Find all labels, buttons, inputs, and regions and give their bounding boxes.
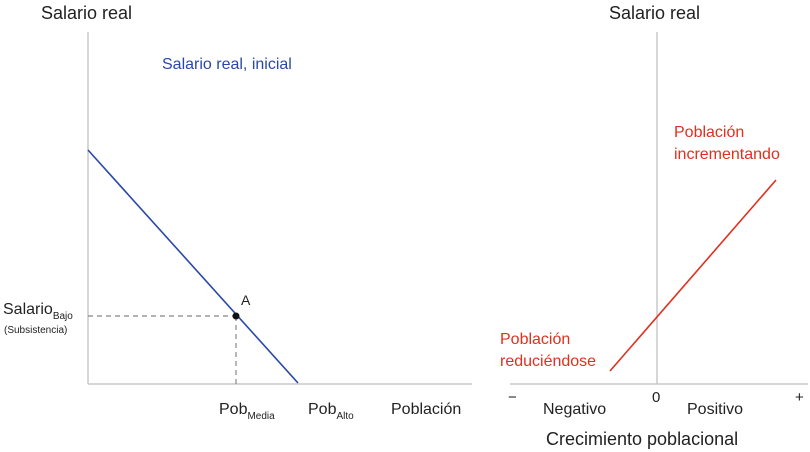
- minus-sign: −: [508, 389, 517, 406]
- subsistence-note: (Subsistencia): [4, 325, 67, 336]
- zero-label: 0: [652, 389, 660, 406]
- increasing-label-line2: incrementando: [674, 146, 780, 163]
- wage-low-label: SalarioBajo: [3, 301, 73, 322]
- wage-label-sub: Bajo: [53, 311, 73, 322]
- pob-media-label: PobMedia: [219, 401, 275, 422]
- positive-label: Positivo: [687, 401, 743, 418]
- pob-alto-main: Pob: [308, 401, 337, 418]
- wage-label-main: Salario: [3, 301, 53, 318]
- decreasing-label-line2: reduciéndose: [500, 353, 596, 370]
- curve-label-initial-wage: Salario real, inicial: [162, 56, 292, 73]
- pob-alto-sub: Alto: [336, 411, 354, 422]
- decreasing-label-line1: Población: [500, 331, 570, 348]
- real-wage-curve: [87, 149, 299, 384]
- pob-alto-label: PobAlto: [308, 401, 354, 422]
- pob-media-sub: Media: [247, 411, 275, 422]
- point-a: [232, 312, 240, 320]
- left-y-axis-title: Salario real: [41, 3, 132, 23]
- negative-label: Negativo: [543, 401, 606, 418]
- increasing-label-line1: Población: [674, 124, 744, 141]
- plus-sign: +: [795, 389, 804, 406]
- left-x-axis-title: Población: [391, 401, 461, 418]
- population-growth-line: [609, 179, 777, 372]
- pob-media-main: Pob: [219, 401, 248, 418]
- point-a-label: A: [241, 292, 251, 308]
- right-y-axis-title: Salario real: [609, 3, 700, 23]
- right-x-axis-title: Crecimiento poblacional: [546, 429, 738, 449]
